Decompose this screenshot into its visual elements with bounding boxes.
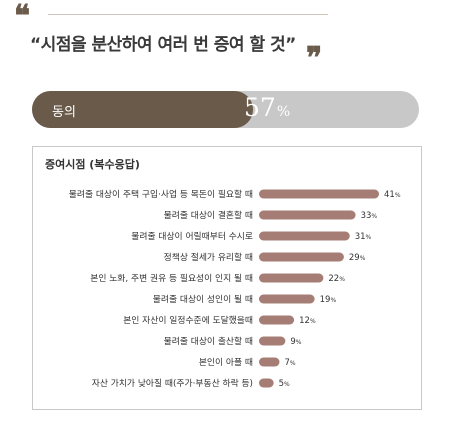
value-label: 12% [299,316,316,326]
value-label: 29% [349,253,366,263]
value-label: 7% [284,358,295,368]
bar [259,378,274,388]
agree-value-unit: % [276,104,291,120]
bar [259,294,315,304]
bar [259,231,350,241]
category-label: 본인 자산이 일정수준에 도달했을때 [123,314,253,326]
category-label: 물려줄 대상이 성인이 될 때 [153,293,253,305]
chart-panel: 증여시점 (복수응답) 물려줄 대상이 주택 구입·사업 등 목돈이 필요할 때… [32,146,422,410]
category-label: 물려줄 대상이 결혼할 때 [164,209,253,221]
agree-bar-fill [32,91,253,128]
category-label: 물려줄 대상이 주택 구입·사업 등 목돈이 필요할 때 [69,188,253,200]
bar [259,252,344,262]
agree-label: 동의 [52,105,76,120]
value-label: 22% [328,274,345,284]
category-label: 본인이 아플 때 [199,357,253,368]
value-label: 19% [320,295,337,305]
category-label: 물려줄 대상이 어릴때부터 수시로 [131,230,253,242]
top-divider [48,14,328,15]
bar [259,189,379,199]
category-label: 본인 노화, 주변 권유 등 필요성이 인지 될 때 [90,272,253,284]
close-quote-mark: ❞ [306,41,323,76]
bar-chart: 물려줄 대상이 주택 구입·사업 등 목돈이 필요할 때 41% 물려줄 대상이 결… [69,188,401,389]
chart-title: 증여시점 (복수응답) [45,158,140,171]
bar [259,357,280,367]
value-label: 31% [355,232,372,242]
open-quote-mark: ❝ [14,0,31,34]
bar [259,315,295,325]
headline: “시점을 분산하여 여러 번 증여 할 것” [30,35,296,55]
value-label: 9% [290,337,301,347]
bar [259,273,324,283]
agree-bar: 동의 57% [32,91,419,128]
value-label: 33% [361,211,378,221]
agree-value-number: 57 [244,93,276,122]
bar [259,336,286,346]
category-label: 자산 가치가 낮아질 때(주가·부동산 하락 등) [92,377,253,389]
value-label: 41% [384,190,401,200]
bar [259,210,356,220]
category-label: 정책상 절세가 유리할 때 [164,251,253,263]
value-label: 5% [279,379,290,389]
category-label: 물려줄 대상이 출산할 때 [164,335,253,347]
agree-value: 57% [244,93,290,122]
